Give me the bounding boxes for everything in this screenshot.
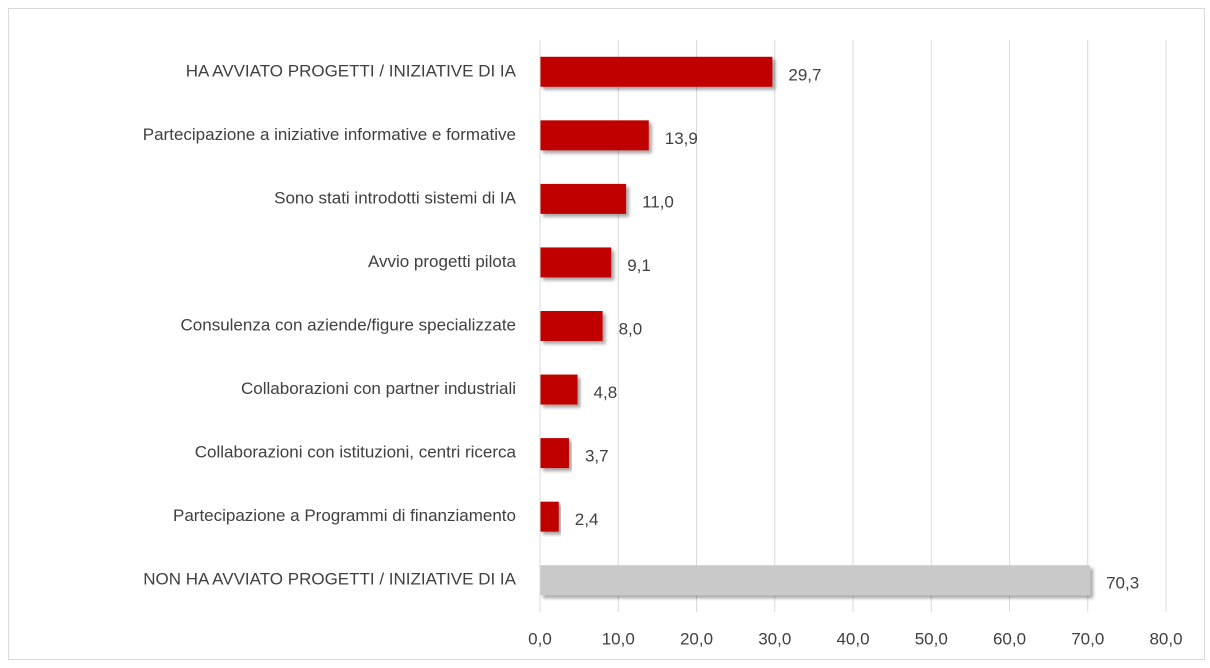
- y-tick-label: Avvio progetti pilota: [368, 252, 517, 271]
- value-label: 29,7: [788, 65, 821, 84]
- bar: [540, 120, 649, 151]
- value-label: 11,0: [642, 192, 674, 211]
- y-tick-label: Partecipazione a Programmi di finanziame…: [173, 506, 516, 525]
- x-tick-label: 20,0: [680, 629, 713, 648]
- value-label: 4,8: [594, 383, 618, 402]
- x-tick-label: 70,0: [1071, 629, 1104, 648]
- bar: [540, 438, 569, 469]
- bar: [540, 183, 627, 214]
- y-tick-label: HA AVVIATO PROGETTI / INIZIATIVE DI IA: [186, 61, 517, 80]
- y-tick-label: Collaborazioni con partner industriali: [241, 379, 516, 398]
- bar: [540, 311, 603, 341]
- bar: [540, 247, 612, 278]
- x-tick-label: 40,0: [836, 629, 869, 648]
- y-tick-label: Consulenza con aziende/figure specializz…: [181, 315, 516, 334]
- bar: [540, 565, 1091, 596]
- value-label: 9,1: [627, 256, 651, 275]
- x-tick-label: 50,0: [915, 629, 948, 648]
- value-label: 3,7: [585, 447, 609, 466]
- x-tick-label: 0,0: [528, 629, 552, 648]
- bar: [540, 501, 559, 532]
- value-label: 70,3: [1106, 574, 1139, 593]
- chart-border: [8, 8, 1205, 660]
- y-tick-label: NON HA AVVIATO PROGETTI / INIZIATIVE DI …: [143, 570, 516, 589]
- y-tick-label: Partecipazione a iniziative informative …: [143, 125, 516, 144]
- value-label: 2,4: [575, 510, 599, 529]
- y-tick-label: Collaborazioni con istituzioni, centri r…: [195, 443, 517, 462]
- x-tick-label: 60,0: [993, 629, 1026, 648]
- x-tick-label: 80,0: [1149, 629, 1182, 648]
- bar: [540, 56, 773, 87]
- y-tick-label: Sono stati introdotti sistemi di IA: [274, 188, 517, 207]
- bar: [540, 374, 578, 405]
- x-tick-label: 30,0: [758, 629, 791, 648]
- value-label: 8,0: [619, 319, 643, 338]
- x-tick-label: 10,0: [602, 629, 635, 648]
- value-label: 13,9: [665, 129, 698, 148]
